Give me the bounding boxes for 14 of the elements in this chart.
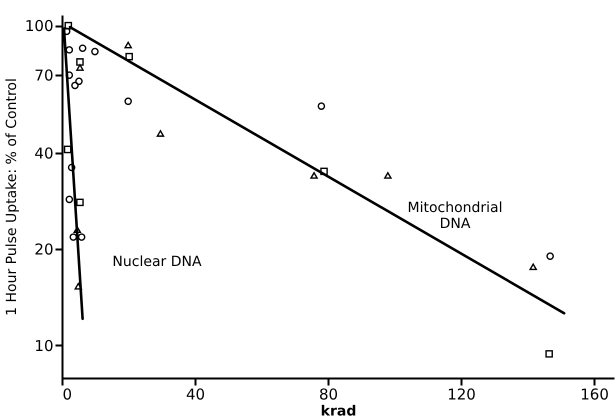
x-tick-label: 120 <box>447 386 476 404</box>
y-axis-title: 1 Hour Pulse Uptake: % of Control <box>4 78 20 316</box>
y-tick-label: 100 <box>24 17 54 36</box>
x-tick-label: 0 <box>62 386 72 404</box>
x-tick-label: 40 <box>186 386 206 404</box>
x-tick-label: 160 <box>580 386 609 404</box>
y-tick-label: 10 <box>34 336 54 355</box>
y-tick-label: 20 <box>34 240 54 259</box>
y-tick-label: 70 <box>34 66 54 85</box>
x-axis-title: krad <box>320 404 356 417</box>
x-tick-label: 80 <box>318 386 338 404</box>
y-tick-label: 40 <box>34 144 54 162</box>
annotation: Mitochondrial DNA <box>407 200 503 232</box>
annotation: Nuclear DNA <box>112 254 202 270</box>
